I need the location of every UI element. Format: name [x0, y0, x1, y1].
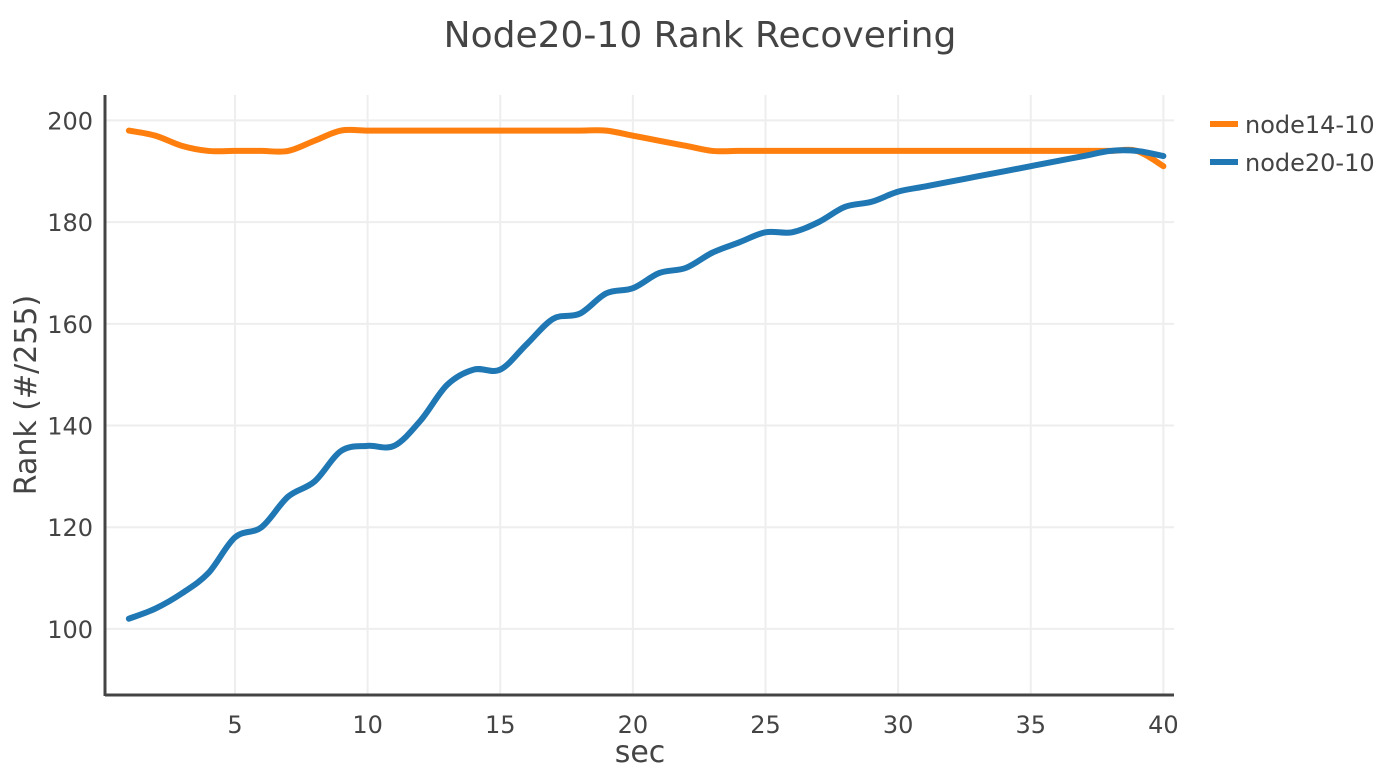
y-tick-label: 140: [47, 413, 93, 441]
x-tick-label: 25: [750, 711, 781, 739]
y-tick-label: 120: [47, 514, 93, 542]
legend: node14-10 node20-10: [1210, 111, 1375, 177]
y-tick-label: 100: [47, 616, 93, 644]
x-tick-label: 35: [1015, 711, 1046, 739]
x-tick-label: 20: [618, 711, 649, 739]
x-tick-label: 30: [883, 711, 914, 739]
y-tick-label: 160: [47, 311, 93, 339]
tick-labels: 5 10 15 20 25 30 35 40 100 120 140 160 180 200: [47, 107, 1178, 739]
x-tick-label: 40: [1148, 711, 1179, 739]
y-tick-label: 180: [47, 209, 93, 237]
legend-label-node20-10: node20-10: [1245, 149, 1375, 177]
x-tick-label: 5: [227, 711, 242, 739]
x-tick-label: 15: [485, 711, 516, 739]
y-axis-title: Rank (#/255): [9, 295, 44, 495]
y-tick-label: 200: [47, 107, 93, 135]
axes: [103, 95, 1174, 697]
gridlines: [105, 95, 1174, 695]
legend-label-node14-10: node14-10: [1245, 111, 1375, 139]
series-lines: [125, 126, 1167, 622]
series-line-node14-10: [125, 126, 1167, 170]
series-line-node20-10: [125, 147, 1167, 622]
chart-title: Node20-10 Rank Recovering: [444, 15, 957, 56]
x-tick-label: 10: [352, 711, 383, 739]
x-axis-title: sec: [615, 735, 666, 770]
